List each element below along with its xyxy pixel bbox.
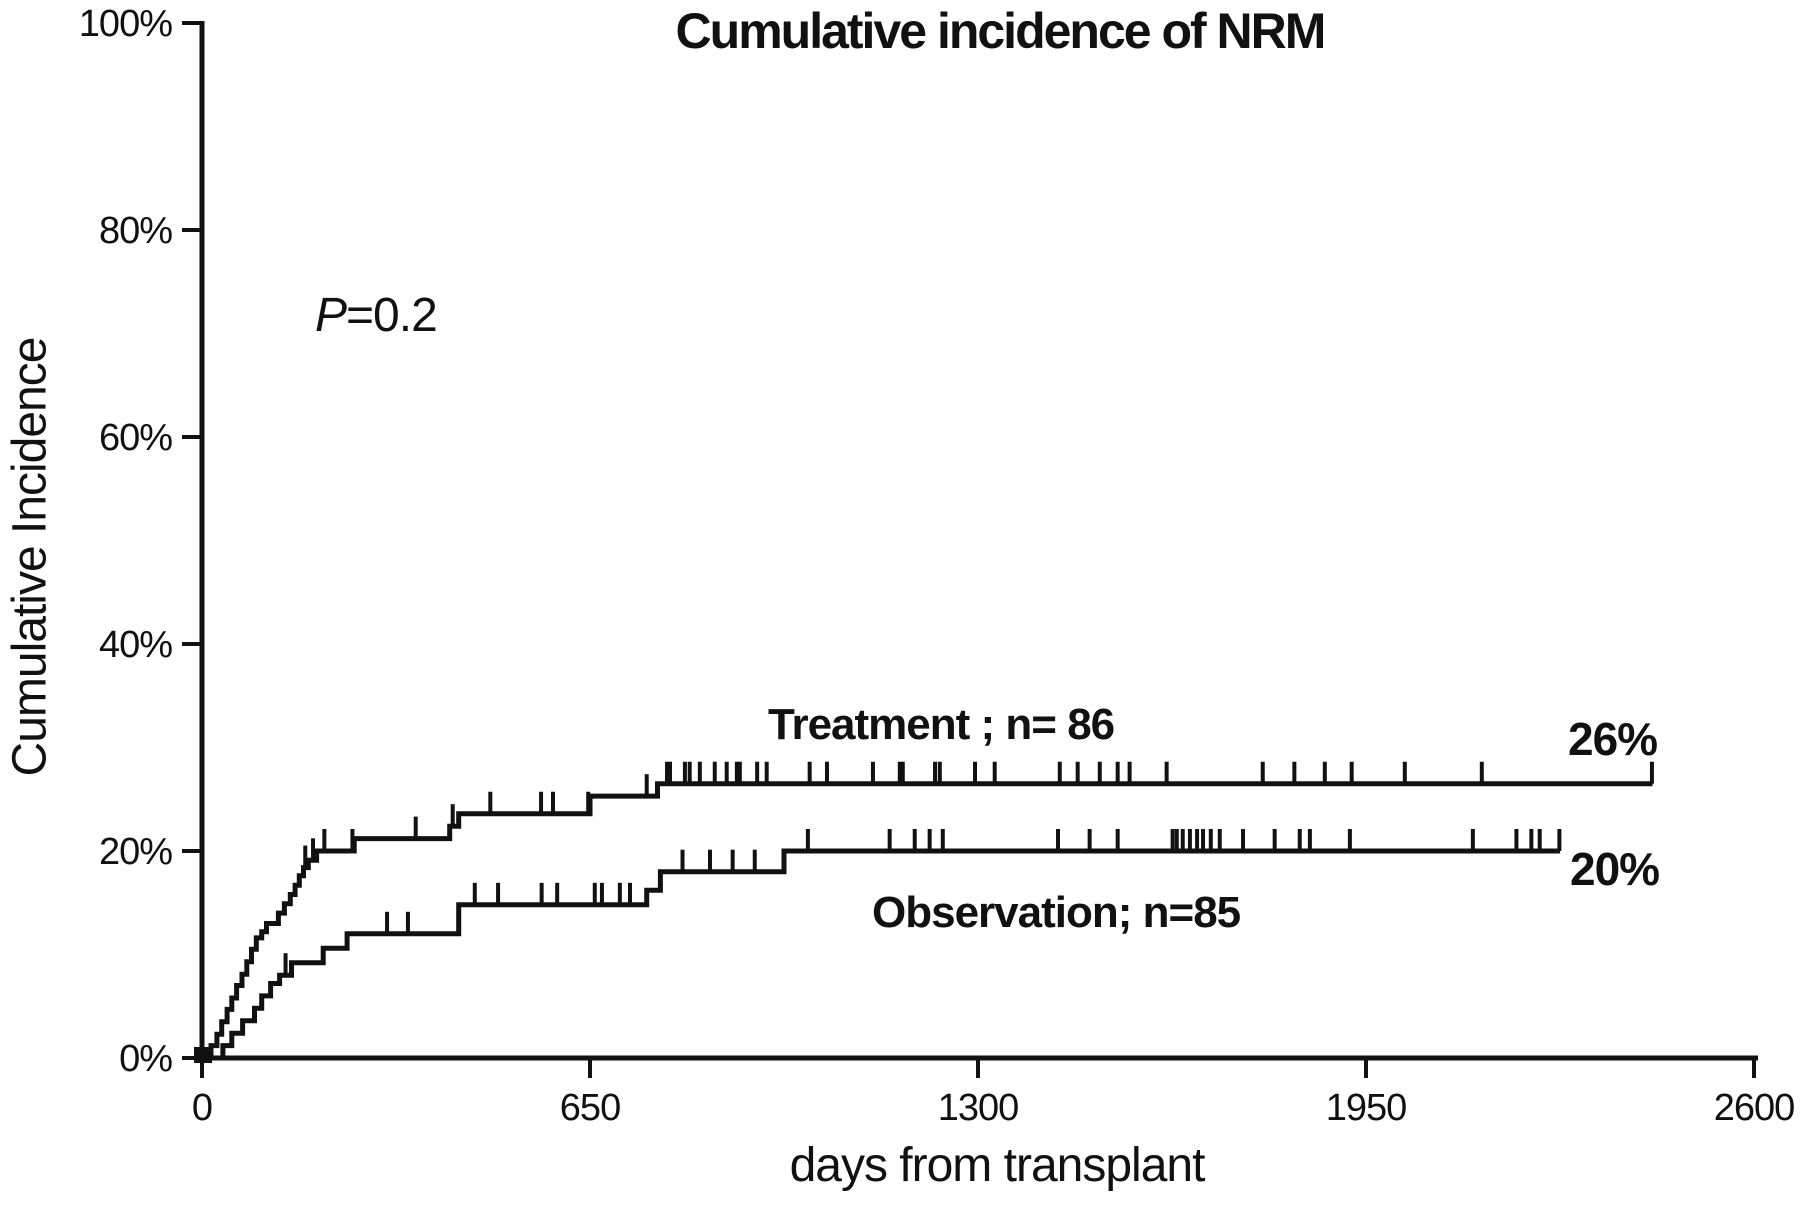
x-tick-label: 2600: [1714, 1087, 1795, 1129]
origin-marker: [194, 1047, 212, 1063]
treatment-final-percent: 26%: [1568, 713, 1658, 765]
x-tick-label: 1300: [938, 1087, 1019, 1129]
y-tick-label: 40%: [99, 624, 172, 666]
x-axis-title: days from transplant: [789, 1139, 1206, 1192]
chart-title: Cumulative incidence of NRM: [675, 3, 1327, 59]
x-tick-label: 650: [560, 1087, 620, 1129]
observation-curve-group: [202, 829, 1562, 1061]
y-axis-title: Cumulative Incidence: [3, 337, 57, 777]
p-value-number: =0.2: [346, 289, 438, 342]
step-curve: [202, 848, 1560, 1061]
x-tick-label: 0: [192, 1087, 212, 1129]
p-value-symbol: P: [315, 289, 347, 342]
y-tick-label: 20%: [99, 831, 172, 873]
p-value-annotation: P=0.2: [315, 288, 438, 343]
y-tick-label: 80%: [99, 210, 172, 252]
observation-final-percent: 20%: [1570, 843, 1660, 895]
y-tick-label: 0%: [119, 1038, 172, 1080]
treatment-series-label: Treatment ; n= 86: [768, 700, 1115, 749]
observation-series-label: Observation; n=85: [872, 888, 1241, 937]
x-tick-label: 1950: [1326, 1087, 1407, 1129]
step-curve: [202, 781, 1653, 1061]
y-tick-label: 60%: [99, 417, 172, 459]
treatment-curve-group: [202, 761, 1654, 1061]
y-tick-label: 100%: [79, 3, 172, 45]
